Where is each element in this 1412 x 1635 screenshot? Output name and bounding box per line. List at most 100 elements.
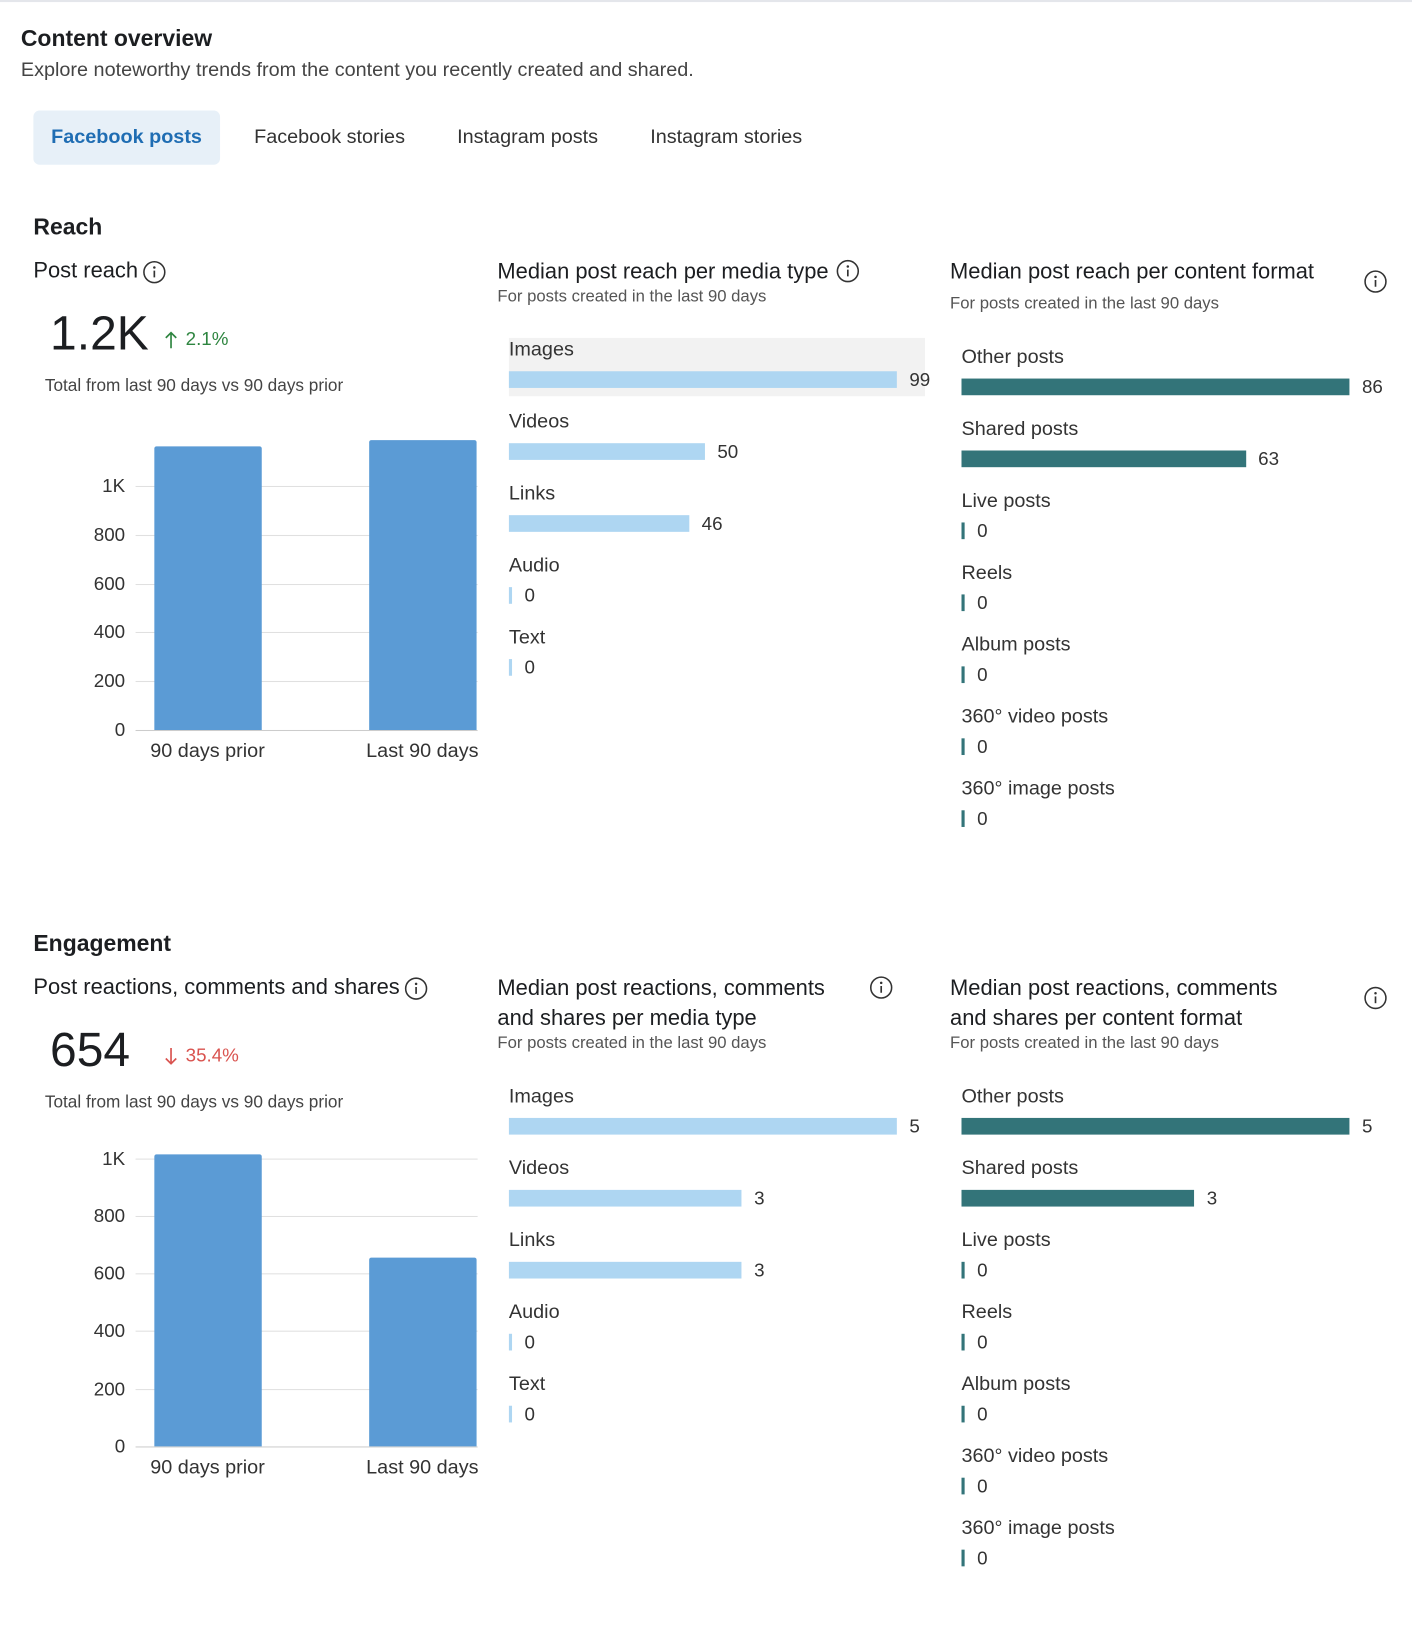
column-title: Median post reactions, comments and shar…: [950, 976, 1278, 1031]
kpi-caption: Total from last 90 days vs 90 days prior: [44, 376, 344, 396]
bar-value: 0: [977, 807, 988, 829]
bar-label: 360° image posts: [961, 777, 1115, 800]
kpi-value: 1.2K: [50, 305, 149, 360]
y-tick-label: 600: [93, 573, 126, 594]
icon-part: [153, 266, 156, 269]
x-tick-label: 90 days prior: [150, 740, 265, 763]
y-tick-label: 0: [114, 1435, 126, 1457]
grid-line: [135, 1158, 478, 1160]
bar-value: 63: [1258, 447, 1280, 469]
icon-part: [1364, 270, 1387, 293]
bar-list: Images 5 Videos 3 Links 3 Audio 0 Text 0: [497, 1085, 925, 1431]
bar: [508, 1261, 742, 1279]
breakdown-column: Median post reactions, comments and shar…: [497, 973, 925, 1444]
grid-line: [135, 583, 478, 585]
y-tick-label: 0: [114, 719, 126, 741]
bar: [508, 371, 897, 388]
column-title: Median post reach per media type: [497, 259, 829, 284]
bar-value: 0: [977, 1259, 988, 1281]
bar-value: 46: [701, 512, 723, 534]
bar-track: 46: [508, 507, 925, 540]
bar-row: Links 3: [508, 1228, 925, 1286]
bar-label: Text: [508, 1373, 546, 1396]
column-subtitle: For posts created in the last 90 days: [950, 1034, 1219, 1053]
bar: [961, 1117, 1350, 1135]
bar: [961, 594, 965, 612]
column-header: Median post reactions, comments and shar…: [950, 973, 1388, 1033]
bar-track: 86: [961, 370, 1388, 403]
grid-line: [135, 729, 478, 732]
bar-value: 0: [524, 1403, 535, 1424]
kpi-change-value: 2.1%: [185, 328, 229, 350]
y-tick-label: 1K: [102, 475, 126, 497]
icon-part: [1364, 986, 1387, 1010]
icon-part: [143, 260, 166, 284]
bar-row: Videos 3: [508, 1157, 925, 1215]
bar-track: 0: [508, 651, 925, 684]
bar-row: Images 99: [508, 337, 930, 397]
bar-label: Other posts: [961, 346, 1064, 369]
kpi-caption: Total from last 90 days vs 90 days prior: [44, 1092, 344, 1112]
icon-part: [1374, 275, 1377, 279]
grid-line: [135, 534, 478, 536]
bar-track: 0: [961, 1397, 1388, 1430]
bar-label: Reels: [961, 1301, 1013, 1324]
tab[interactable]: Facebook posts: [33, 110, 220, 165]
breakdown-column: Median post reactions, comments and shar…: [950, 973, 1388, 1588]
breakdown-column: Median post reach per media type For post…: [497, 257, 930, 698]
column-title: Median post reactions, comments and shar…: [497, 976, 825, 1031]
bar-list: Other posts 86 Shared posts 63 Live posts 0 Re…: [950, 345, 1388, 835]
bar-value: 0: [977, 1331, 988, 1353]
column-header: Median post reach per content format: [950, 257, 1388, 295]
y-tick-label: 400: [93, 1320, 126, 1342]
bar-label: 360° video posts: [961, 1445, 1109, 1468]
tab[interactable]: Instagram stories: [650, 126, 803, 149]
arrow-up: [165, 330, 177, 348]
bar-track: 0: [961, 586, 1388, 619]
icon-part: [879, 981, 883, 985]
bar: [961, 1333, 965, 1351]
bar: [508, 515, 690, 532]
grid-line: [135, 1331, 478, 1333]
bar: [508, 1405, 513, 1423]
bar-label: Links: [508, 1229, 556, 1252]
bar: [961, 1549, 965, 1567]
kpi-header: Post reactions, comments and shares: [33, 974, 429, 1001]
bar: [508, 1117, 897, 1135]
bar: [508, 1333, 513, 1351]
bar: [961, 1261, 965, 1279]
bar-track: 0: [961, 658, 1388, 691]
bar-track: 0: [508, 579, 925, 612]
bar-track: 3: [508, 1182, 925, 1215]
breakdown-column: Median post reach per content format For …: [950, 257, 1388, 849]
bar-row: Album posts 0: [961, 1372, 1388, 1430]
x-tick-label: Last 90 days: [366, 1456, 479, 1479]
grid-line: [135, 1446, 478, 1448]
bar-value: 86: [1361, 375, 1383, 397]
tab[interactable]: Instagram posts: [457, 126, 599, 149]
bar-track: 0: [961, 730, 1388, 763]
bar-track: 99: [508, 363, 930, 396]
bar: [368, 439, 477, 730]
y-tick-label: 200: [93, 1378, 126, 1400]
column-subtitle: For posts created in the last 90 days: [950, 295, 1219, 313]
column-header: Median post reactions, comments and shar…: [497, 973, 925, 1033]
page-subtitle: Explore noteworthy trends from the conte…: [20, 59, 694, 82]
bar-row: Text 0: [508, 626, 925, 684]
icon-part: [869, 976, 893, 999]
y-tick-label: 200: [93, 670, 126, 692]
bar-row: Images 5: [508, 1085, 925, 1143]
bar-list: Other posts 5 Shared posts 3 Live posts 0 Reel…: [950, 1085, 1388, 1575]
bar-label: 360° video posts: [961, 706, 1109, 728]
x-tick-label: 90 days prior: [150, 1456, 265, 1479]
bar-track: 0: [961, 1469, 1388, 1502]
bar-value: 5: [1361, 1115, 1373, 1137]
bar-track: 3: [961, 1182, 1388, 1215]
bar-value: 0: [977, 735, 988, 757]
tab[interactable]: Facebook stories: [254, 126, 405, 149]
bar-row: Live posts 0: [961, 489, 1388, 547]
column-subtitle: For posts created in the last 90 days: [497, 1034, 767, 1053]
icon-part: [1374, 992, 1377, 995]
